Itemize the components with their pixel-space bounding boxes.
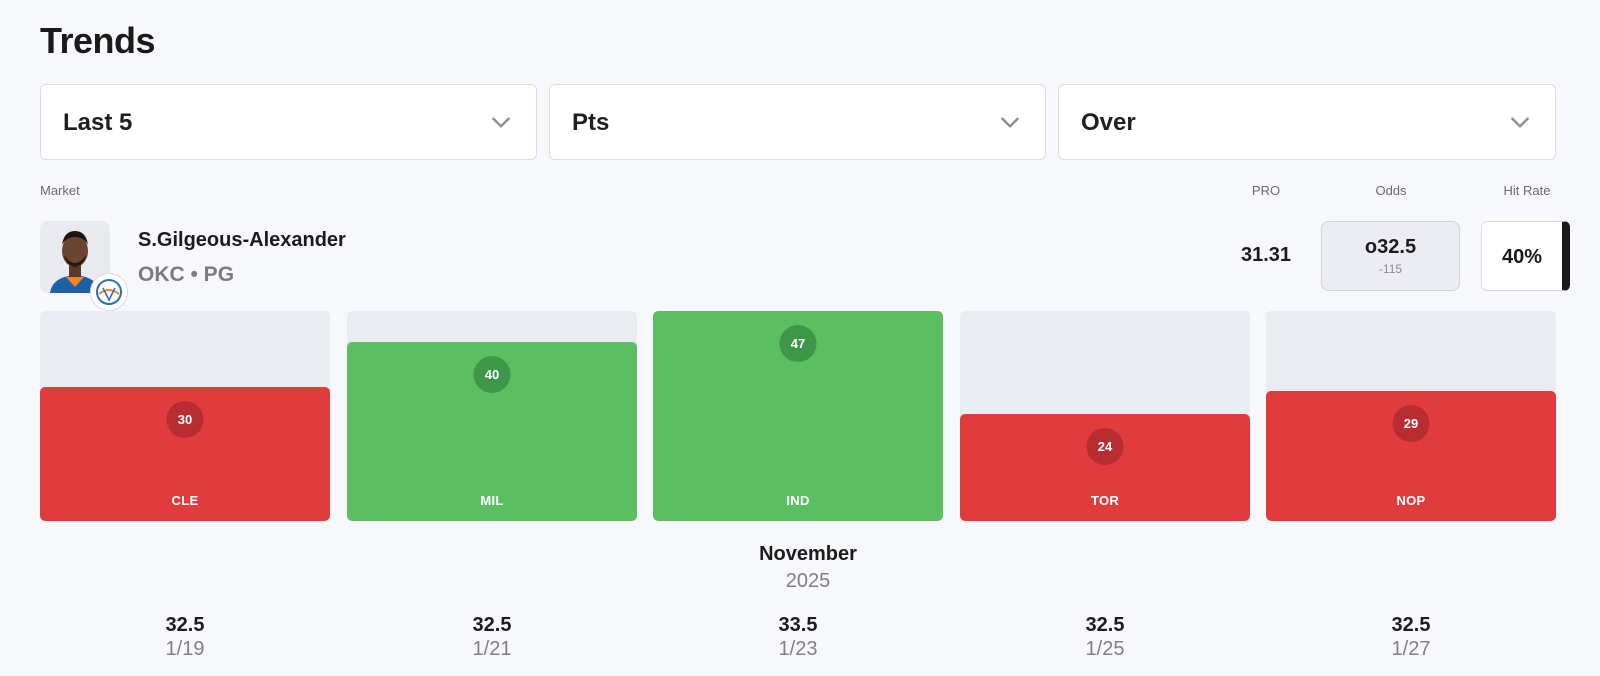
player-name[interactable]: S.Gilgeous-Alexander	[138, 229, 346, 251]
bar-column-cle[interactable]: 30 CLE	[40, 311, 330, 521]
opponent-label: CLE	[171, 493, 199, 508]
bar: 47 IND	[653, 311, 943, 521]
stat-dropdown-value: Pts	[572, 109, 610, 136]
side-dropdown-value: Over	[1081, 109, 1136, 136]
year-label: 2025	[785, 570, 831, 592]
game-date: 1/19	[165, 638, 205, 660]
game-line-value: 32.5	[165, 614, 205, 636]
hit-rate-box: 40%	[1481, 221, 1570, 291]
team-logo-icon	[90, 273, 128, 311]
bar-value-label: 40	[473, 356, 511, 393]
month-label: November	[759, 543, 857, 565]
bar-column-mil[interactable]: 40 MIL	[347, 311, 637, 521]
bar-value-label: 30	[166, 401, 204, 438]
game-date: 1/27	[1391, 638, 1431, 660]
odds-header: Odds	[1375, 183, 1407, 198]
bar-column-ind[interactable]: 47 IND	[653, 311, 943, 521]
game-line-value: 32.5	[472, 614, 512, 636]
game-line-value: 32.5	[1391, 614, 1431, 636]
stat-dropdown[interactable]: Pts	[549, 84, 1046, 160]
bar: 29 NOP	[1266, 391, 1556, 521]
bar: 30 CLE	[40, 387, 330, 521]
side-dropdown[interactable]: Over	[1058, 84, 1556, 160]
bar-value-label: 24	[1086, 428, 1124, 465]
market-header: Market	[40, 183, 80, 198]
game-date: 1/21	[472, 638, 512, 660]
bar: 40 MIL	[347, 342, 637, 521]
odds-button[interactable]: o32.5 -115	[1321, 221, 1460, 291]
page-title: Trends	[40, 20, 156, 61]
opponent-label: NOP	[1396, 493, 1426, 508]
pro-value: 31.31	[1240, 244, 1292, 266]
opponent-label: TOR	[1090, 493, 1120, 508]
opponent-label: IND	[786, 493, 810, 508]
hit-rate-value: 40%	[1501, 246, 1543, 268]
pro-header: PRO	[1251, 183, 1281, 198]
range-dropdown[interactable]: Last 5	[40, 84, 537, 160]
filter-bar: Last 5 Pts Over	[40, 84, 1576, 160]
odds-line: o32.5	[1364, 236, 1417, 258]
odds-price: -115	[1378, 262, 1403, 276]
chevron-down-icon	[1001, 117, 1019, 128]
chevron-down-icon	[492, 117, 510, 128]
game-bar-chart: 30 CLE 40 MIL 47 IND 24 TOR 29 NOP	[40, 311, 1576, 521]
player-avatar	[40, 221, 110, 293]
bar-value-label: 47	[779, 325, 817, 362]
bar: 24 TOR	[960, 414, 1250, 521]
game-date: 1/25	[1085, 638, 1125, 660]
game-date: 1/23	[778, 638, 818, 660]
range-dropdown-value: Last 5	[63, 109, 133, 136]
hit-rate-header: Hit Rate	[1503, 183, 1551, 198]
bar-value-label: 29	[1392, 405, 1430, 442]
player-team-position: OKC • PG	[138, 263, 235, 286]
bar-column-nop[interactable]: 29 NOP	[1266, 311, 1556, 521]
bar-column-tor[interactable]: 24 TOR	[960, 311, 1250, 521]
chevron-down-icon	[1511, 117, 1529, 128]
game-line-value: 32.5	[1085, 614, 1125, 636]
game-line-value: 33.5	[778, 614, 818, 636]
opponent-label: MIL	[480, 493, 504, 508]
